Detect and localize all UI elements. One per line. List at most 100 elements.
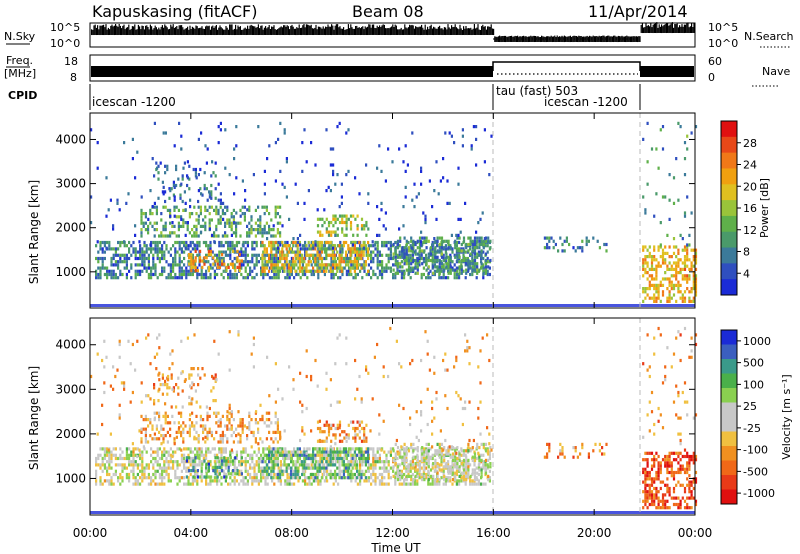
- echo-cell: [263, 247, 266, 251]
- echo-cell: [338, 263, 341, 267]
- echo-cell: [458, 450, 461, 454]
- echo-cell: [240, 250, 243, 254]
- echo-cell: [200, 479, 203, 483]
- echo-cell: [414, 240, 417, 245]
- echo-cell: [186, 430, 189, 434]
- echo-cell: [202, 427, 205, 431]
- echo-cell: [261, 260, 264, 264]
- echo-cell: [319, 266, 322, 270]
- echo-cell: [334, 244, 337, 248]
- echo-cell: [385, 269, 388, 273]
- noise-bar: [219, 25, 221, 36]
- echo-cell: [411, 463, 414, 467]
- echo-cell: [581, 246, 584, 250]
- noise-bar: [423, 29, 425, 35]
- noise-bar: [377, 27, 379, 36]
- echo-cell: [172, 269, 175, 273]
- echo-cell: [425, 472, 428, 477]
- noise-bar: [179, 25, 181, 35]
- echo-cell: [692, 287, 695, 291]
- echo-cell: [373, 243, 376, 247]
- echo-cell: [694, 258, 698, 262]
- freq-tick-bottom: 8: [70, 71, 77, 84]
- echo-cell: [376, 166, 379, 170]
- echo-cell: [214, 259, 217, 263]
- echo-cell: [180, 276, 183, 280]
- noise-bar: [482, 24, 484, 36]
- echo-cell: [261, 266, 264, 270]
- echo-cell: [207, 269, 210, 273]
- echo-cell: [224, 434, 227, 438]
- echo-cell: [180, 272, 183, 277]
- echo-cell: [177, 430, 180, 434]
- noise-bar: [355, 26, 357, 36]
- noise-bar: [365, 27, 367, 36]
- echo-cell: [389, 250, 392, 254]
- echo-cell: [265, 424, 268, 428]
- echo-cell: [172, 266, 175, 270]
- echo-cell: [683, 248, 687, 252]
- echo-cell: [420, 166, 423, 170]
- echo-cell: [128, 479, 131, 483]
- echo-cell: [165, 460, 168, 464]
- echo-cell: [265, 208, 268, 212]
- echo-cell: [309, 466, 312, 470]
- echo-cell: [167, 472, 170, 477]
- echo-cell: [414, 447, 417, 451]
- echo-cell: [683, 261, 687, 265]
- echo-cell: [456, 255, 459, 259]
- echo-cell: [334, 266, 337, 270]
- echo-cell: [172, 276, 175, 280]
- echo-cell: [392, 469, 395, 473]
- echo-cell: [188, 212, 191, 216]
- echo-cell: [151, 224, 154, 228]
- echo-cell: [226, 427, 229, 431]
- echo-cell: [206, 434, 209, 438]
- noise-bar: [272, 26, 274, 35]
- echo-cell: [110, 466, 113, 470]
- echo-cell: [290, 453, 293, 457]
- echo-cell: [476, 268, 479, 272]
- cpid-segment-3: icescan -1200: [544, 95, 628, 109]
- echo-cell: [670, 287, 673, 291]
- echo-cell: [272, 469, 275, 473]
- echo-cell: [173, 208, 176, 212]
- echo-cell: [321, 269, 324, 273]
- echo-cell: [345, 466, 348, 470]
- echo-cell: [218, 256, 221, 261]
- noise-bar: [561, 35, 563, 43]
- noise-bar: [536, 36, 538, 42]
- echo-cell: [323, 247, 326, 251]
- echo-cell: [205, 187, 208, 191]
- echo-cell: [563, 249, 566, 253]
- noise-bar: [332, 25, 334, 35]
- echo-cell: [403, 258, 406, 263]
- echo-cell: [310, 141, 313, 145]
- echo-cell: [473, 258, 477, 263]
- echo-cell: [688, 243, 691, 247]
- echo-cell: [281, 182, 284, 186]
- echo-cell: [339, 250, 342, 254]
- echo-cell: [224, 212, 227, 216]
- noise-bar: [283, 25, 285, 36]
- echo-cell: [265, 418, 268, 422]
- noise-bar: [233, 28, 235, 36]
- echo-cell: [213, 411, 216, 415]
- echo-cell: [471, 262, 474, 266]
- echo-cell: [370, 463, 373, 467]
- noise-bar: [449, 28, 451, 36]
- echo-cell: [279, 221, 282, 225]
- echo-cell: [190, 265, 193, 269]
- noise-bar: [447, 24, 449, 35]
- echo-cell: [273, 276, 276, 280]
- echo-cell: [263, 224, 266, 228]
- noise-bar: [548, 36, 550, 43]
- echo-cell: [168, 187, 171, 191]
- echo-cell: [370, 276, 373, 280]
- echo-cell: [332, 266, 335, 270]
- noise-bar: [169, 28, 171, 36]
- noise-bar: [544, 37, 546, 43]
- echo-cell: [244, 253, 247, 257]
- noise-bar: [645, 23, 647, 34]
- echo-cell: [149, 212, 152, 216]
